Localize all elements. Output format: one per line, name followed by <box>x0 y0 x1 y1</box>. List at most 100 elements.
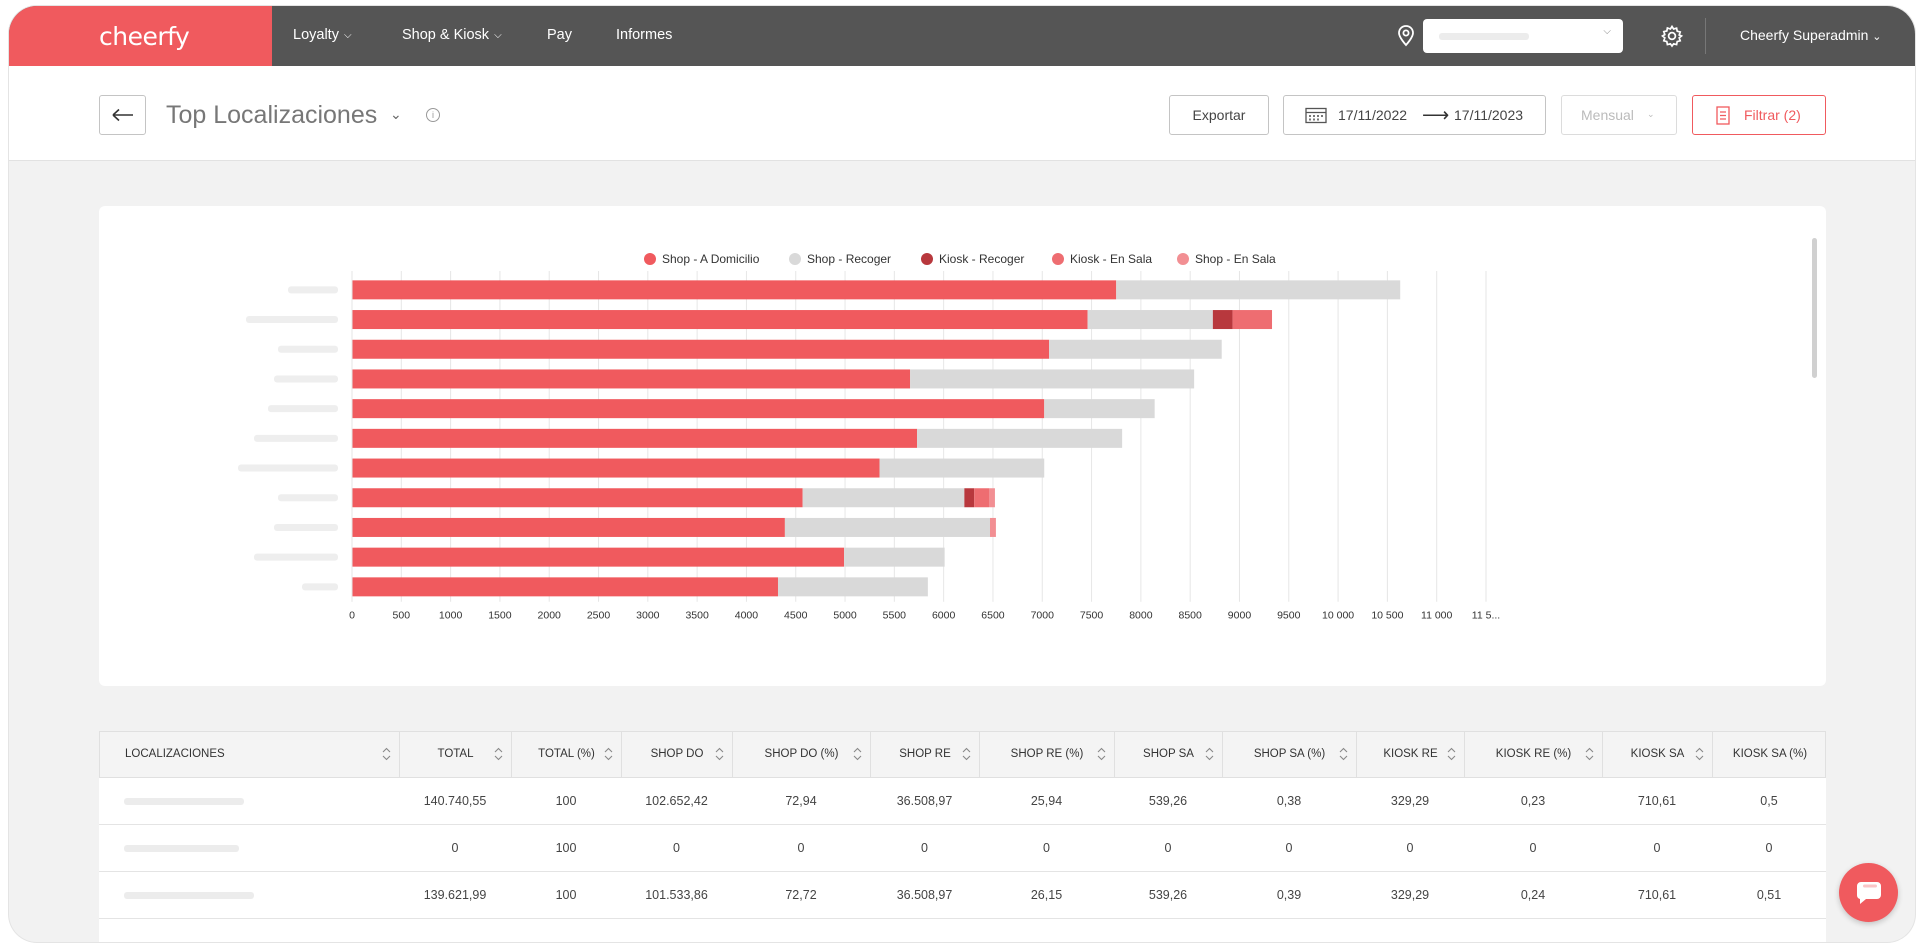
column-header[interactable]: KIOSK RE (%) <box>1465 732 1603 777</box>
bar-segment[interactable] <box>879 458 1045 478</box>
chat-button[interactable] <box>1839 863 1898 922</box>
bar-segment[interactable] <box>352 339 1050 359</box>
column-header[interactable]: TOTAL <box>400 732 512 777</box>
bar-segment[interactable] <box>910 369 1195 389</box>
column-header-label: SHOP DO (%) <box>764 748 839 760</box>
bar-segment[interactable] <box>352 488 803 508</box>
bar-segment[interactable] <box>352 517 785 537</box>
table-cell: 0 <box>1406 841 1414 855</box>
logo[interactable]: cheerfy <box>9 6 272 66</box>
date-range-picker[interactable]: 17/11/2022 ⟶ 17/11/2023 <box>1283 95 1546 135</box>
bar-segment[interactable] <box>1049 339 1222 359</box>
x-tick-label: 4500 <box>784 610 808 622</box>
back-button[interactable] <box>99 95 146 135</box>
bar-segment[interactable] <box>964 488 975 508</box>
y-category-label <box>254 553 338 561</box>
column-header[interactable]: KIOSK SA (%) <box>1713 732 1826 777</box>
sort-icon[interactable] <box>1097 747 1106 761</box>
bar-segment[interactable] <box>777 577 928 597</box>
nav-informes-label: Informes <box>616 27 673 43</box>
user-menu[interactable]: Cheerfy Superadmin ⌄ <box>1740 27 1882 43</box>
bar-segment[interactable] <box>352 369 911 389</box>
sort-icon[interactable] <box>1695 747 1704 761</box>
table-row[interactable]: 140.740,55 100 102.652,42 72,94 36.508,97 25,… <box>99 778 1826 825</box>
filter-button[interactable]: Filtrar (2) <box>1692 95 1826 135</box>
sort-icon[interactable] <box>1585 747 1594 761</box>
bar-segment[interactable] <box>1212 310 1233 330</box>
bar-segment[interactable] <box>352 428 918 448</box>
bar-segment[interactable] <box>844 547 945 567</box>
table-cell: 140.740,55 <box>423 794 487 808</box>
column-header[interactable]: LOCALIZACIONES <box>100 732 400 777</box>
sort-icon[interactable] <box>1447 747 1456 761</box>
sort-icon[interactable] <box>715 747 724 761</box>
nav-pay-label: Pay <box>547 27 572 43</box>
column-header[interactable]: TOTAL (%) <box>512 732 622 777</box>
sort-icon[interactable] <box>382 747 391 761</box>
y-category-label <box>288 286 338 294</box>
bar-segment[interactable] <box>1232 310 1273 330</box>
table-cell: 539,26 <box>1148 888 1188 902</box>
period-select[interactable]: Mensual ⌄ <box>1561 95 1677 135</box>
bar-segment[interactable] <box>989 488 995 508</box>
column-header-label: SHOP SA (%) <box>1253 748 1326 760</box>
x-tick-label: 1000 <box>439 610 463 622</box>
column-header[interactable]: SHOP SA (%) <box>1223 732 1357 777</box>
bar-segment[interactable] <box>974 488 990 508</box>
table-cell: 0,5 <box>1760 794 1778 808</box>
sort-icon[interactable] <box>962 747 971 761</box>
column-header-label: SHOP RE <box>899 748 951 760</box>
chevron-down-icon: ⌵ <box>1603 26 1611 37</box>
y-category-label <box>274 523 338 531</box>
sort-icon[interactable] <box>494 747 503 761</box>
bar-segment[interactable] <box>802 488 965 508</box>
x-tick-label: 5500 <box>883 610 907 622</box>
bar-segment[interactable] <box>352 547 845 567</box>
info-icon[interactable]: i <box>426 108 440 122</box>
bar-segment[interactable] <box>1116 280 1401 300</box>
export-button[interactable]: Exportar <box>1169 95 1269 135</box>
nav-loyalty[interactable]: Loyalty ⌵ <box>293 27 352 43</box>
column-header[interactable]: SHOP RE <box>871 732 980 777</box>
table-row[interactable] <box>99 919 1826 942</box>
bar-segment[interactable] <box>352 280 1117 300</box>
bar-segment[interactable] <box>352 577 778 597</box>
column-header[interactable]: SHOP RE (%) <box>980 732 1115 777</box>
sort-icon[interactable] <box>604 747 613 761</box>
sort-icon[interactable] <box>853 747 862 761</box>
table-cell: 0 <box>1285 841 1293 855</box>
nav-pay[interactable]: Pay <box>547 27 572 43</box>
legend-swatch <box>789 253 801 265</box>
column-header[interactable]: SHOP SA <box>1115 732 1223 777</box>
filter-label: Filtrar (2) <box>1744 107 1801 123</box>
bar-segment[interactable] <box>917 428 1123 448</box>
bar-segment[interactable] <box>784 517 990 537</box>
sort-icon[interactable] <box>1205 747 1214 761</box>
column-header[interactable]: SHOP DO <box>622 732 733 777</box>
title-chevron-icon[interactable]: ⌄ <box>390 106 402 122</box>
column-header[interactable]: SHOP DO (%) <box>733 732 871 777</box>
bar-segment[interactable] <box>1044 399 1155 419</box>
gear-icon[interactable] <box>1659 23 1685 49</box>
location-select[interactable]: ⌵ <box>1423 19 1623 53</box>
table-row[interactable]: 0 100 0 0 0 0 0 0 0 0 0 0 <box>99 825 1826 872</box>
x-tick-label: 5000 <box>833 610 857 622</box>
sort-icon[interactable] <box>1339 747 1348 761</box>
bar-segment[interactable] <box>1087 310 1213 330</box>
table-row[interactable]: 139.621,99 100 101.533,86 72,72 36.508,97 26,… <box>99 872 1826 919</box>
chart-scrollbar[interactable] <box>1812 238 1817 378</box>
column-header[interactable]: KIOSK SA <box>1603 732 1713 777</box>
filter-icon <box>1716 106 1730 125</box>
bar-segment[interactable] <box>352 310 1088 330</box>
y-category-label <box>268 405 338 413</box>
bar-segment[interactable] <box>989 517 996 537</box>
nav-shop-kiosk[interactable]: Shop & Kiosk ⌵ <box>402 27 502 43</box>
bar-segment[interactable] <box>352 458 880 478</box>
nav-informes[interactable]: Informes <box>616 27 672 43</box>
column-header[interactable]: KIOSK RE <box>1357 732 1465 777</box>
bar-segment[interactable] <box>352 399 1045 419</box>
x-tick-label: 6500 <box>981 610 1005 622</box>
y-category-label <box>302 583 338 591</box>
legend-swatch <box>921 253 933 265</box>
table-cell: 72,72 <box>785 888 817 902</box>
